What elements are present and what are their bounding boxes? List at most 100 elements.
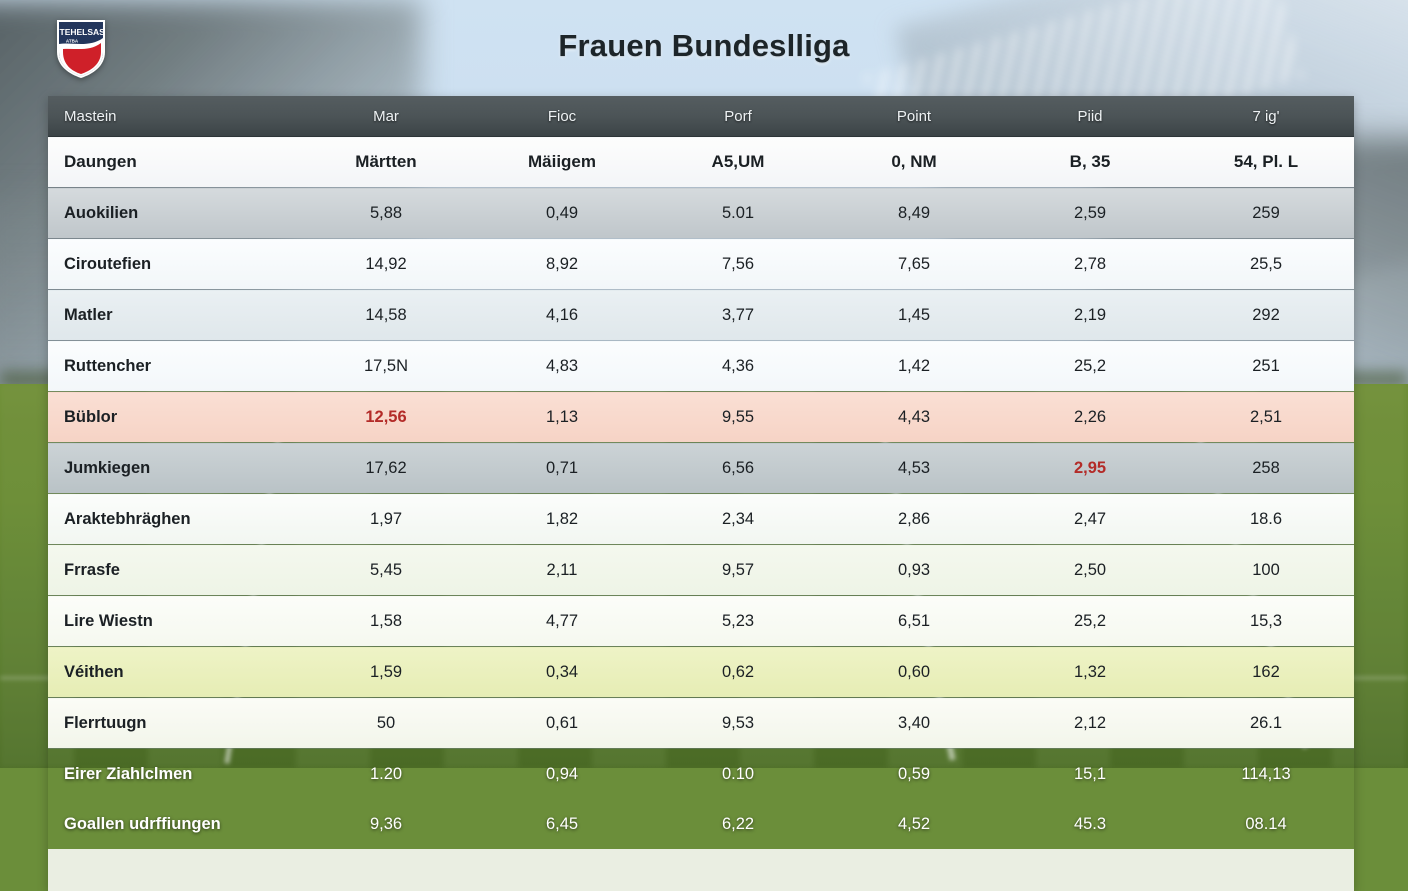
cell-Piid: 45.3 — [1002, 799, 1178, 849]
cell-Piid: 2,47 — [1002, 494, 1178, 545]
row-label: Auokilien — [48, 188, 298, 239]
cell-Porf: 2,34 — [650, 494, 826, 545]
row-label: Ruttencher — [48, 341, 298, 392]
cell-Porf: 0.10 — [650, 749, 826, 800]
cell-7 ig': 258 — [1178, 443, 1354, 494]
cell-Porf: 7,56 — [650, 239, 826, 290]
row-label: Véithen — [48, 647, 298, 698]
row-label: Eirer Ziahlclmen — [48, 749, 298, 800]
cell-Piid: 2,95 — [1002, 443, 1178, 494]
cell-Piid: B, 35 — [1002, 137, 1178, 188]
table-header-row: Mastein Mar Fioc Porf Point Piid 7 ig' — [48, 96, 1354, 137]
cell-Porf: 6,22 — [650, 799, 826, 849]
cell-Mar: Märtten — [298, 137, 474, 188]
cell-7 ig': 54, Pl. L — [1178, 137, 1354, 188]
cell-Fioc: 4,83 — [474, 341, 650, 392]
cell-Point: 1,45 — [826, 290, 1002, 341]
cell-7 ig': 08.14 — [1178, 799, 1354, 849]
footer-cell — [650, 849, 826, 891]
cell-Piid: 2,26 — [1002, 392, 1178, 443]
cell-7 ig': 15,3 — [1178, 596, 1354, 647]
cell-Piid: 25,2 — [1002, 341, 1178, 392]
cell-Point: 2,86 — [826, 494, 1002, 545]
cell-Porf: 5,23 — [650, 596, 826, 647]
cell-Porf: 3,77 — [650, 290, 826, 341]
cell-Fioc: 8,92 — [474, 239, 650, 290]
cell-Piid: 1,32 — [1002, 647, 1178, 698]
cell-Point: 4,52 — [826, 799, 1002, 849]
cell-Fioc: 6,45 — [474, 799, 650, 849]
column-header-7ig[interactable]: 7 ig' — [1178, 96, 1354, 137]
row-label: Flerrtuugn — [48, 698, 298, 749]
footer-cell — [474, 849, 650, 891]
cell-Porf: 9,57 — [650, 545, 826, 596]
cell-Mar: 1,59 — [298, 647, 474, 698]
column-header-point[interactable]: Point — [826, 96, 1002, 137]
cell-Piid: 2,59 — [1002, 188, 1178, 239]
cell-Point: 8,49 — [826, 188, 1002, 239]
cell-Mar: 9,36 — [298, 799, 474, 849]
row-label: Büblor — [48, 392, 298, 443]
cell-Porf: 6,56 — [650, 443, 826, 494]
cell-Fioc: 2,11 — [474, 545, 650, 596]
cell-7 ig': 259 — [1178, 188, 1354, 239]
cell-Fioc: 1,13 — [474, 392, 650, 443]
footer-cell — [1178, 849, 1354, 891]
cell-7 ig': 2,51 — [1178, 392, 1354, 443]
column-header-porf[interactable]: Porf — [650, 96, 826, 137]
cell-Piid: 2,19 — [1002, 290, 1178, 341]
footer-cell — [826, 849, 1002, 891]
column-header-mar[interactable]: Mar — [298, 96, 474, 137]
cell-Point: 0,60 — [826, 647, 1002, 698]
footer-cell — [298, 849, 474, 891]
standings-table-container: Mastein Mar Fioc Porf Point Piid 7 ig' D… — [48, 96, 1354, 891]
cell-Mar: 5,45 — [298, 545, 474, 596]
cell-Fioc: 4,77 — [474, 596, 650, 647]
cell-Point: 0, NM — [826, 137, 1002, 188]
cell-Fioc: 0,34 — [474, 647, 650, 698]
cell-Porf: 0,62 — [650, 647, 826, 698]
cell-Fioc: 0,49 — [474, 188, 650, 239]
cell-Fioc: 0,94 — [474, 749, 650, 800]
cell-7 ig': 292 — [1178, 290, 1354, 341]
cell-Point: 3,40 — [826, 698, 1002, 749]
cell-7 ig': 100 — [1178, 545, 1354, 596]
cell-Point: 4,43 — [826, 392, 1002, 443]
column-header-piid[interactable]: Piid — [1002, 96, 1178, 137]
page-title: Frauen Bundeslliga — [0, 28, 1408, 64]
cell-Point: 6,51 — [826, 596, 1002, 647]
cell-Mar: 14,92 — [298, 239, 474, 290]
cell-Porf: 5.01 — [650, 188, 826, 239]
column-header-fioc[interactable]: Fioc — [474, 96, 650, 137]
cell-Mar: 14,58 — [298, 290, 474, 341]
column-header-mastein[interactable]: Mastein — [48, 96, 298, 137]
cell-7 ig': 18.6 — [1178, 494, 1354, 545]
standings-table: Mastein Mar Fioc Porf Point Piid 7 ig' D… — [48, 96, 1354, 891]
cell-Piid: 2,50 — [1002, 545, 1178, 596]
cell-Mar: 50 — [298, 698, 474, 749]
cell-Piid: 25,2 — [1002, 596, 1178, 647]
cell-Fioc: Mäiigem — [474, 137, 650, 188]
row-label: Goallen udrffiungen — [48, 799, 298, 849]
table-header: Mastein Mar Fioc Porf Point Piid 7 ig' — [48, 96, 1354, 137]
cell-7 ig': 114,13 — [1178, 749, 1354, 800]
cell-Mar: 17,62 — [298, 443, 474, 494]
cell-7 ig': 25,5 — [1178, 239, 1354, 290]
cell-Point: 0,59 — [826, 749, 1002, 800]
cell-7 ig': 162 — [1178, 647, 1354, 698]
